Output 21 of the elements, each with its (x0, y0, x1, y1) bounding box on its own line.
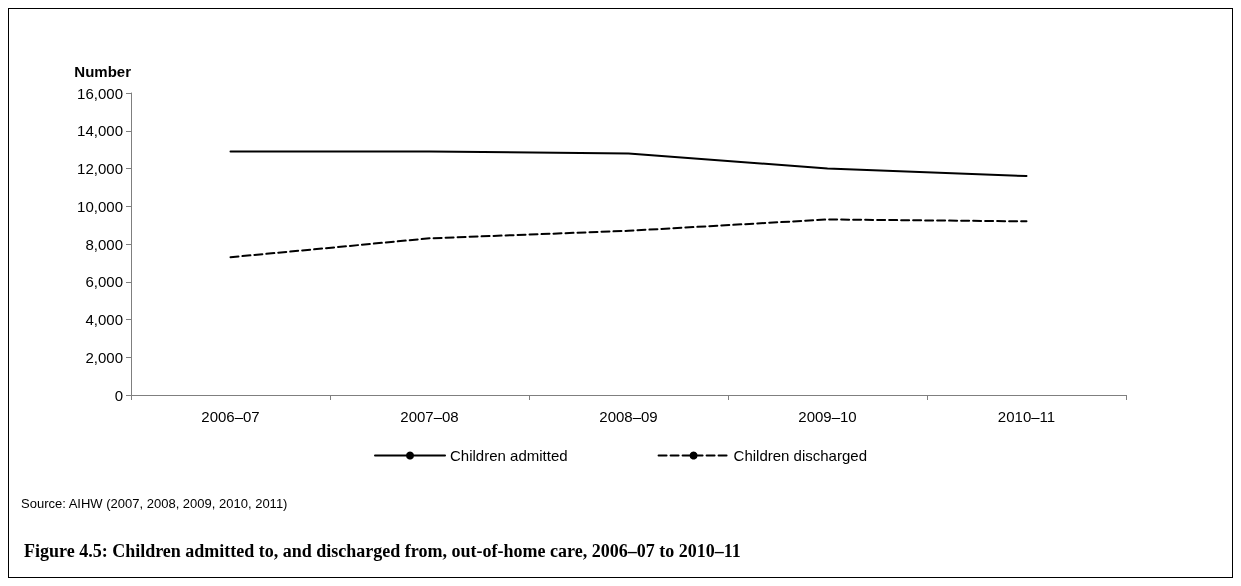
y-tick-label: 8,000 (85, 235, 123, 253)
line-series (229, 218, 1028, 259)
x-tick-label: 2007–08 (400, 408, 459, 425)
source-note: Source: AIHW (2007, 2008, 2009, 2010, 2011) (21, 496, 288, 511)
line-series (229, 150, 1028, 178)
x-tick-label: 2008–09 (599, 408, 658, 425)
y-tick-label: 0 (114, 386, 123, 404)
legend-label: Children discharged (733, 447, 867, 464)
y-tick-label: 14,000 (77, 122, 123, 140)
legend-label: Children admitted (450, 447, 568, 464)
y-tick-label: 4,000 (85, 311, 123, 328)
x-tick-label: 2009–10 (798, 408, 857, 425)
y-tick-label: 10,000 (77, 197, 123, 215)
x-tick-label: 2006–07 (201, 408, 260, 425)
y-tick-label: 16,000 (77, 84, 123, 102)
text: Figure 4.5: Children admitted to, and discharged from, out-of-home care, 2006–07 to 2010–11 (24, 541, 741, 561)
y-tick-label: 6,000 (85, 273, 123, 291)
y-tick-label: 12,000 (77, 160, 123, 177)
y-axis-title: Number (74, 63, 132, 80)
y-tick-label: 2,000 (85, 348, 123, 366)
x-tick-label: 2010–11 (997, 408, 1056, 425)
